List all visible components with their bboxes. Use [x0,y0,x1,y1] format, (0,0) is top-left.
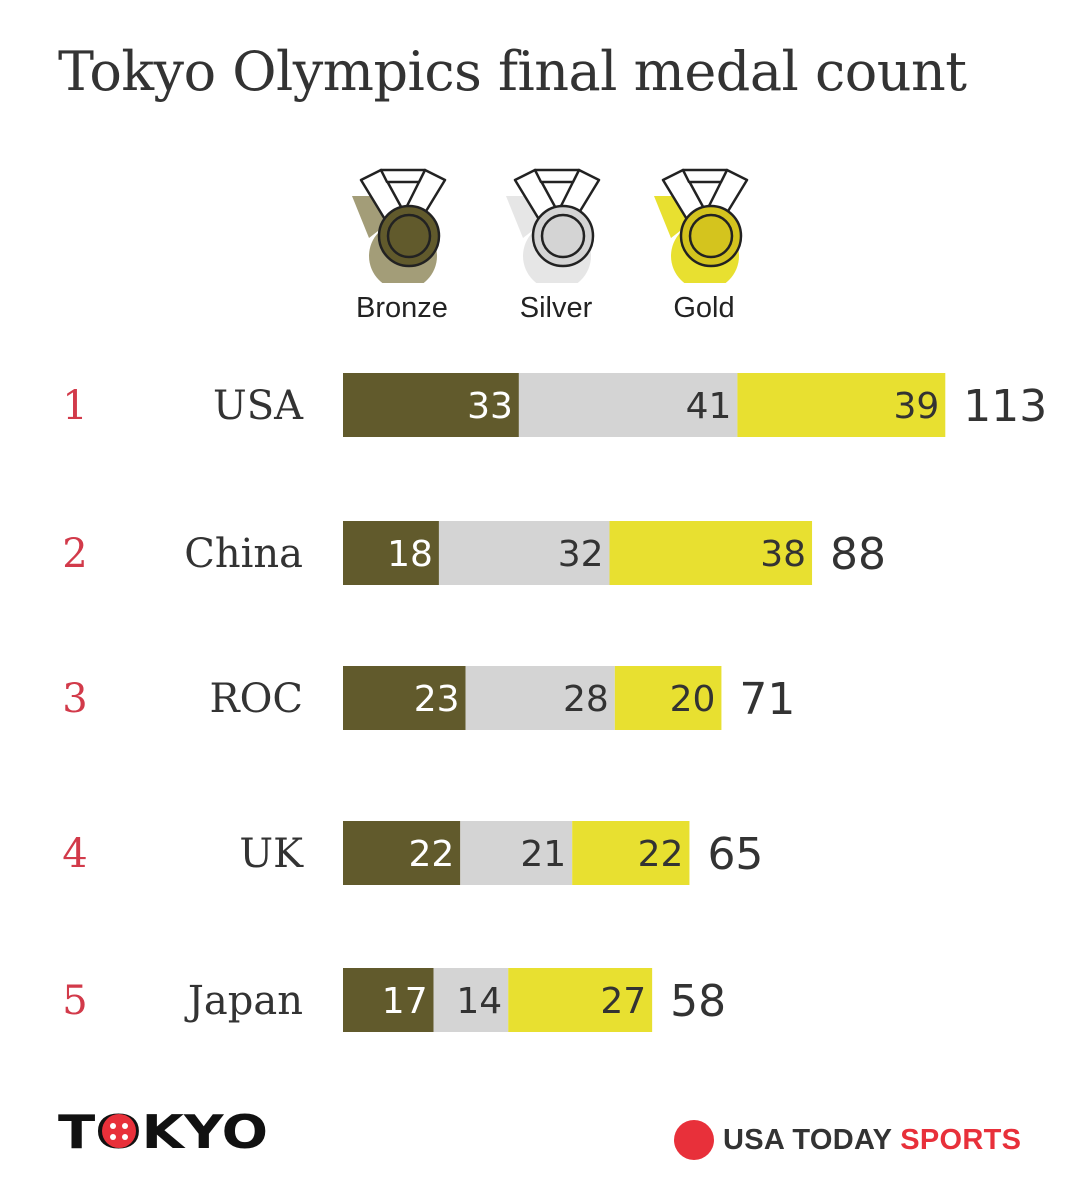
bar-silver [460,821,573,885]
bar-label-bronze: 23 [414,679,460,720]
country-label: ROC [209,676,303,722]
rank-label: 3 [62,676,87,722]
legend-label-bronze: Bronze [356,292,448,324]
brand-sports-text: SPORTS [900,1123,1022,1156]
legend-label-silver: Silver [519,292,593,324]
bar-bronze [343,373,519,437]
bar-row-uk: 4 UK 22 21 22 65 [62,821,763,885]
country-label: China [184,531,303,577]
rank-label: 4 [62,831,87,877]
bar-label-gold: 27 [600,981,646,1022]
bar-label-gold: 39 [893,386,939,427]
country-label: USA [213,383,304,429]
bronze-medal-icon [352,168,447,283]
bar-silver [465,666,615,730]
bar-silver [433,968,509,1032]
total-label: 71 [739,674,795,725]
legend-item-bronze: Bronze [337,168,467,328]
bar-row-roc: 3 ROC 23 28 20 71 [62,666,795,730]
total-label: 113 [963,381,1047,432]
tokyo-logo-emblem-icon [102,1114,136,1148]
legend-item-silver: Silver [491,168,621,328]
chart-title: Tokyo Olympics final medal count [58,40,967,103]
brand-usatoday-text: USA TODAY [723,1123,893,1156]
rank-label: 5 [62,978,87,1024]
gold-medal-icon [654,168,749,283]
bar-row-china: 2 China 18 32 38 88 [62,521,886,585]
total-label: 88 [830,529,886,580]
bar-label-bronze: 33 [467,386,513,427]
bar-label-silver: 28 [563,679,609,720]
bar-label-gold: 38 [760,534,806,575]
bar-label-silver: 32 [558,534,604,575]
bar-label-gold: 22 [638,834,684,875]
legend-label-gold: Gold [673,292,735,324]
bar-row-usa: 1 USA 33 41 39 113 [62,373,1047,437]
total-label: 65 [707,829,763,880]
tokyo-logo-text: TOKYO [58,1108,268,1154]
bar-bronze [343,666,466,730]
bar-bronze [343,968,434,1032]
bar-gold [508,968,653,1032]
bar-gold [737,373,946,437]
rank-label: 1 [62,383,87,429]
bar-label-silver: 14 [456,981,502,1022]
total-label: 58 [670,976,726,1027]
bar-label-bronze: 18 [387,534,433,575]
silver-medal-icon [506,168,601,283]
legend-item-gold: Gold [639,168,769,328]
bar-label-bronze: 17 [382,981,428,1022]
bar-bronze [343,521,439,585]
bar-bronze [343,821,461,885]
bar-gold [609,521,813,585]
usa-today-dot-icon [674,1120,714,1160]
bar-label-silver: 41 [686,386,732,427]
country-label: UK [239,831,304,877]
country-label: Japan [184,978,303,1024]
rank-label: 2 [62,531,87,577]
bar-label-bronze: 22 [408,834,454,875]
bar-label-silver: 21 [520,834,566,875]
bar-gold [614,666,722,730]
bar-silver [438,521,610,585]
tokyo-logo: TOKYO [58,1108,268,1154]
bar-gold [572,821,690,885]
bar-row-japan: 5 Japan 17 14 27 58 [62,968,726,1032]
usa-today-sports-logo: USA TODAY SPORTS [674,1118,1021,1162]
bar-silver [518,373,738,437]
bar-label-gold: 20 [670,679,716,720]
